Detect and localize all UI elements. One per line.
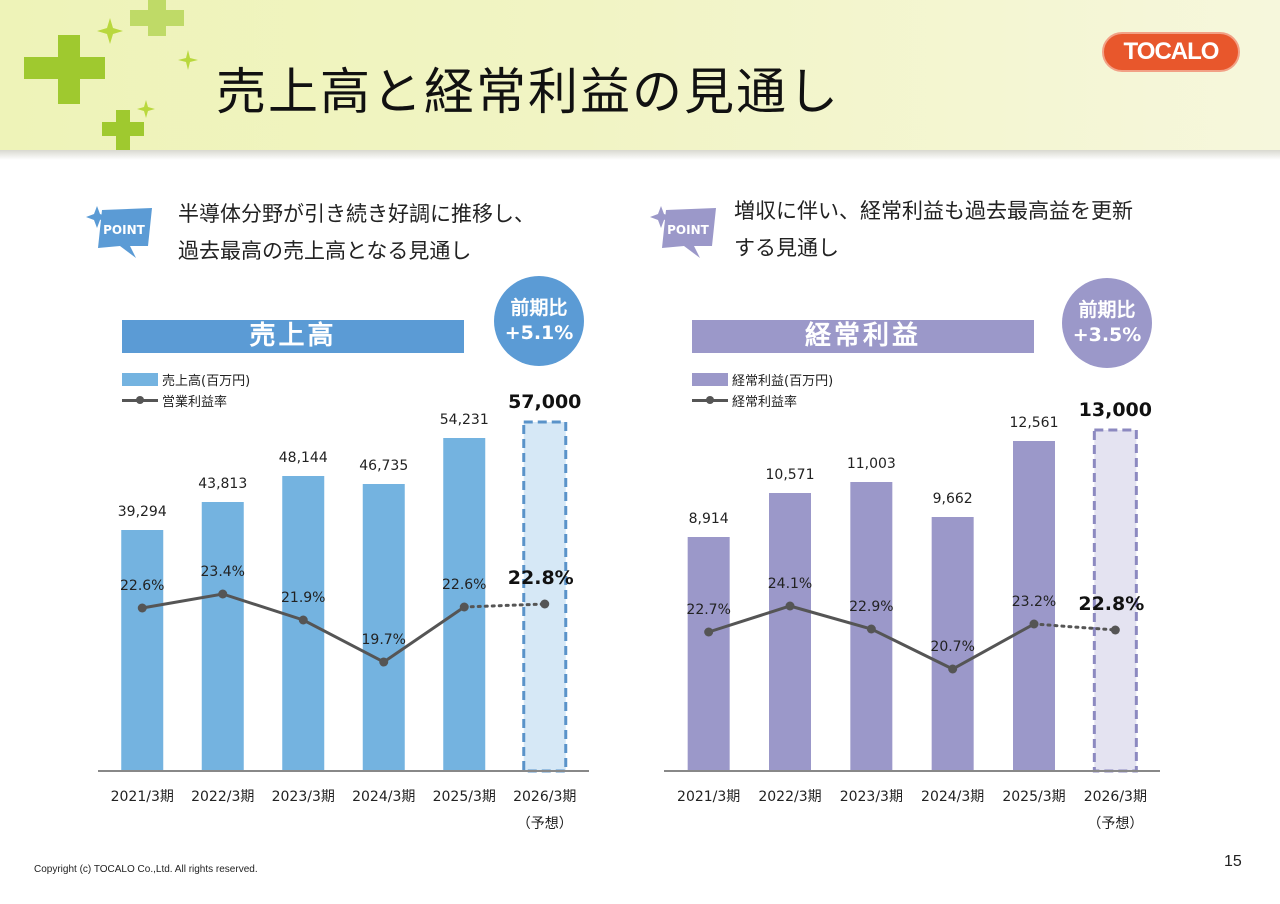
legend-line-swatch <box>122 394 158 407</box>
x-tick-label: 2021/3期 <box>111 789 174 805</box>
line-point <box>1029 619 1039 629</box>
x-tick-label: 2021/3期 <box>677 789 740 805</box>
bar <box>769 493 811 771</box>
point-line: 増収に伴い、経常利益も過去最高益を更新 <box>734 199 1133 223</box>
legend-profit: 経常利益(百万円) 経常利益率 <box>692 369 833 411</box>
point-line: する見通し <box>734 236 839 260</box>
point-badge-left-label: POINT <box>103 223 146 237</box>
line-series-forecast <box>1032 622 1117 632</box>
yoy-value: +3.5% <box>1072 324 1142 346</box>
sparkle-decoration-icon <box>24 0 198 150</box>
page-number: 15 <box>1224 853 1242 870</box>
legend-bar-swatch <box>692 373 728 386</box>
chart-title-sales: 売上高 <box>122 320 464 353</box>
line-point <box>704 627 714 637</box>
yoy-value: +5.1% <box>504 322 574 344</box>
point-badge-left: POINT <box>86 206 152 258</box>
line-point <box>540 599 550 609</box>
x-tick-label: 2024/3期 <box>352 789 415 805</box>
bar-value-label: 9,662 <box>933 491 973 507</box>
bar-value-label: 10,571 <box>766 467 815 483</box>
yoy-circle-sales: 前期比 +5.1% <box>494 276 584 366</box>
chart-title-ordinary-profit: 経常利益 <box>692 320 1034 353</box>
forecast-bar <box>522 420 568 773</box>
line-value-label: 22.9% <box>849 599 893 615</box>
x-tick-label: 2026/3期 <box>1084 789 1147 805</box>
forecast-note: （予想） <box>1087 816 1143 832</box>
yoy-label: 前期比 <box>1078 299 1136 321</box>
bar-value-label: 48,144 <box>279 450 328 466</box>
line-point <box>218 589 228 599</box>
page-title: 売上高と経常利益の見通し <box>216 63 840 121</box>
line-series-forecast <box>462 602 547 609</box>
header-shadow <box>0 150 1280 160</box>
bar-value-label: 12,561 <box>1010 415 1059 431</box>
x-tick-label: 2024/3期 <box>921 789 984 805</box>
x-tick-label: 2026/3期 <box>513 789 576 805</box>
line-point <box>137 603 147 613</box>
legend-sales: 売上高(百万円) 営業利益率 <box>122 369 250 411</box>
line-point <box>1110 625 1120 635</box>
bar-value-label: 54,231 <box>440 412 489 428</box>
line-value-label: 19.7% <box>362 632 406 648</box>
bar <box>201 502 244 771</box>
legend-bar-label: 経常利益(百万円) <box>732 374 834 389</box>
forecast-bar <box>1092 428 1138 773</box>
point-badge-right-label: POINT <box>667 223 710 237</box>
bar-value-label: 8,914 <box>689 511 729 527</box>
bar <box>687 537 730 771</box>
legend-bar-label: 売上高(百万円) <box>162 374 251 389</box>
line-point <box>459 602 469 612</box>
point-text-right: 増収に伴い、経常利益も過去最高益を更新 する見通し <box>734 193 1133 267</box>
x-tick-label: 2025/3期 <box>433 789 496 805</box>
bar-value-label: 57,000 <box>508 391 581 413</box>
bar <box>931 517 974 771</box>
forecast-note: （予想） <box>517 816 573 832</box>
bar-value-label: 46,735 <box>359 458 408 474</box>
point-badge-right: POINT <box>650 206 716 258</box>
x-tick-label: 2022/3期 <box>758 789 821 805</box>
line-value-label: 23.4% <box>201 564 245 580</box>
line-value-label: 22.8% <box>508 567 574 589</box>
line-point <box>785 601 795 611</box>
line-value-label: 21.9% <box>281 590 325 606</box>
x-tick-label: 2022/3期 <box>191 789 254 805</box>
bar-value-label: 43,813 <box>198 476 247 492</box>
line-point <box>948 664 958 674</box>
legend-line-label: 営業利益率 <box>162 395 228 410</box>
line-point <box>866 624 876 634</box>
line-value-label: 22.7% <box>686 602 730 618</box>
line-point <box>298 615 308 625</box>
line-value-label: 24.1% <box>768 576 812 592</box>
bar-value-label: 39,294 <box>118 504 167 520</box>
bar-value-label: 13,000 <box>1079 399 1152 421</box>
point-text-left: 半導体分野が引き続き好調に推移し、 過去最高の売上高となる見通し <box>178 196 535 270</box>
line-value-label: 23.2% <box>1012 594 1056 610</box>
x-tick-label: 2023/3期 <box>272 789 335 805</box>
bar-value-label: 11,003 <box>847 456 896 472</box>
bar <box>362 484 405 771</box>
x-tick-label: 2025/3期 <box>1002 789 1065 805</box>
x-tick-label: 2023/3期 <box>840 789 903 805</box>
tocalo-logo: TOCALO <box>1102 32 1240 72</box>
yoy-label: 前期比 <box>510 297 568 319</box>
legend-line-swatch <box>692 394 728 407</box>
line-value-label: 22.8% <box>1078 593 1144 615</box>
legend-line-label: 経常利益率 <box>732 395 798 410</box>
point-line: 過去最高の売上高となる見通し <box>178 239 472 263</box>
yoy-circle-profit: 前期比 +3.5% <box>1062 278 1152 368</box>
line-value-label: 22.6% <box>442 577 486 593</box>
header-banner <box>0 0 1280 158</box>
point-line: 半導体分野が引き続き好調に推移し、 <box>178 202 535 226</box>
legend-bar-swatch <box>122 373 158 386</box>
line-value-label: 22.6% <box>120 578 164 594</box>
copyright: Copyright (c) TOCALO Co.,Ltd. All rights… <box>34 864 258 875</box>
bar <box>1013 441 1055 771</box>
bar <box>121 530 164 771</box>
line-point <box>379 657 389 667</box>
line-value-label: 20.7% <box>930 639 974 655</box>
